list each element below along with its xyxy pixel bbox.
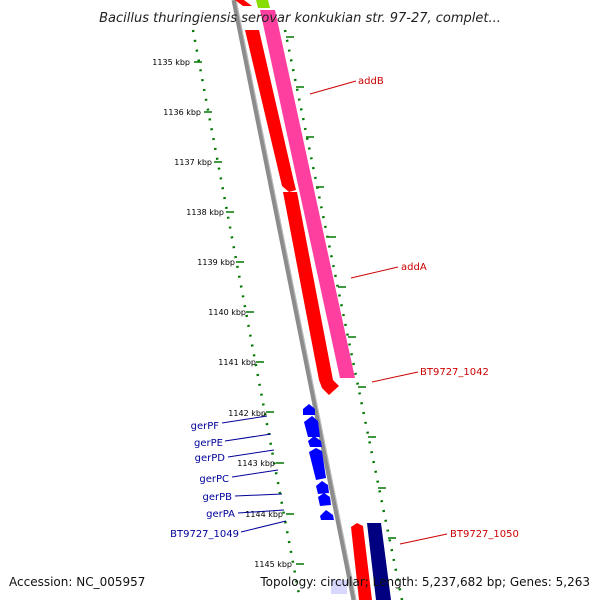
tick-label: 1137 kbp bbox=[174, 158, 212, 167]
gene-gerPB[interactable] bbox=[316, 481, 329, 494]
label-connector bbox=[237, 509, 285, 514]
tick-label: 1135 kbp bbox=[152, 58, 190, 67]
right-label-connectors bbox=[309, 80, 448, 545]
label-connector bbox=[399, 533, 448, 545]
gene-label-addA[interactable]: addA bbox=[401, 262, 427, 273]
right-axis-track bbox=[283, 29, 404, 600]
gene-arrow-green-top[interactable] bbox=[256, 0, 270, 8]
gene-label-gerPB[interactable]: gerPB bbox=[202, 492, 232, 503]
tick-label: 1142 kbp bbox=[228, 409, 266, 418]
tick-marks bbox=[194, 36, 396, 565]
gene-arrow-red-top[interactable] bbox=[235, 0, 252, 6]
gene-gerPF[interactable] bbox=[303, 404, 315, 415]
label-connector bbox=[221, 415, 268, 424]
gene-BT9727-1042[interactable] bbox=[283, 192, 339, 395]
gene-gerPC[interactable] bbox=[309, 448, 326, 480]
gene-label-BT9727-1042[interactable]: BT9727_1042 bbox=[420, 367, 489, 378]
left-label-connectors bbox=[221, 415, 287, 533]
gene-label-BT9727-1049[interactable]: BT9727_1049 bbox=[170, 529, 239, 540]
sequence-backbone bbox=[231, 0, 357, 600]
tick-label: 1143 kbp bbox=[237, 459, 275, 468]
features-top bbox=[235, 0, 270, 8]
label-connector bbox=[224, 433, 272, 442]
gene-gerPA[interactable] bbox=[318, 493, 331, 506]
gene-BT9727-1050[interactable] bbox=[351, 523, 372, 600]
tick-label: 1145 kbp bbox=[254, 560, 292, 569]
tick-labels: 1135 kbp 1136 kbp 1137 kbp 1138 kbp 1139… bbox=[152, 58, 292, 569]
label-connector bbox=[234, 493, 283, 497]
left-gene-labels: gerPF gerPE gerPD gerPC gerPB gerPA BT97… bbox=[170, 421, 239, 540]
gene-BT9727-1049[interactable] bbox=[320, 510, 334, 520]
gene-addB[interactable] bbox=[260, 10, 355, 378]
ger-operon bbox=[303, 404, 334, 520]
tick-label: 1139 kbp bbox=[197, 258, 235, 267]
label-connector bbox=[350, 266, 399, 279]
map-title: Bacillus thuringiensis serovar konkukian… bbox=[99, 11, 501, 26]
gene-label-gerPD[interactable]: gerPD bbox=[195, 453, 226, 464]
tick-label: 1144 kbp bbox=[245, 510, 283, 519]
accession-text: Accession: NC_005957 bbox=[9, 575, 145, 589]
label-connector bbox=[371, 371, 419, 383]
gene-label-BT9727-1050[interactable]: BT9727_1050 bbox=[450, 529, 519, 540]
label-connector bbox=[240, 520, 287, 533]
label-connector bbox=[309, 80, 357, 95]
gene-label-addB[interactable]: addB bbox=[358, 76, 384, 87]
gene-gerPE[interactable] bbox=[304, 416, 320, 437]
topology-text: Topology: circular; Length: 5,237,682 bp… bbox=[259, 575, 590, 589]
gene-label-gerPF[interactable]: gerPF bbox=[191, 421, 220, 432]
faint-feature-bottom bbox=[331, 580, 347, 594]
tick-label: 1138 kbp bbox=[186, 208, 224, 217]
gene-gerPD[interactable] bbox=[308, 436, 322, 447]
tick-label: 1140 kbp bbox=[208, 308, 246, 317]
sequence-backbone-highlight bbox=[235, 0, 357, 600]
tick-label: 1136 kbp bbox=[163, 108, 201, 117]
label-connector bbox=[231, 469, 279, 478]
label-connector bbox=[227, 449, 275, 458]
gene-label-gerPC[interactable]: gerPC bbox=[199, 474, 229, 485]
gene-BT9727-1050-partner[interactable] bbox=[367, 523, 391, 600]
tick-label: 1141 kbp bbox=[218, 358, 256, 367]
gene-addA[interactable] bbox=[245, 30, 296, 192]
gene-label-gerPA[interactable]: gerPA bbox=[206, 509, 235, 520]
right-gene-labels: addB addA BT9727_1042 BT9727_1050 bbox=[358, 76, 519, 540]
gene-label-gerPE[interactable]: gerPE bbox=[194, 438, 223, 449]
